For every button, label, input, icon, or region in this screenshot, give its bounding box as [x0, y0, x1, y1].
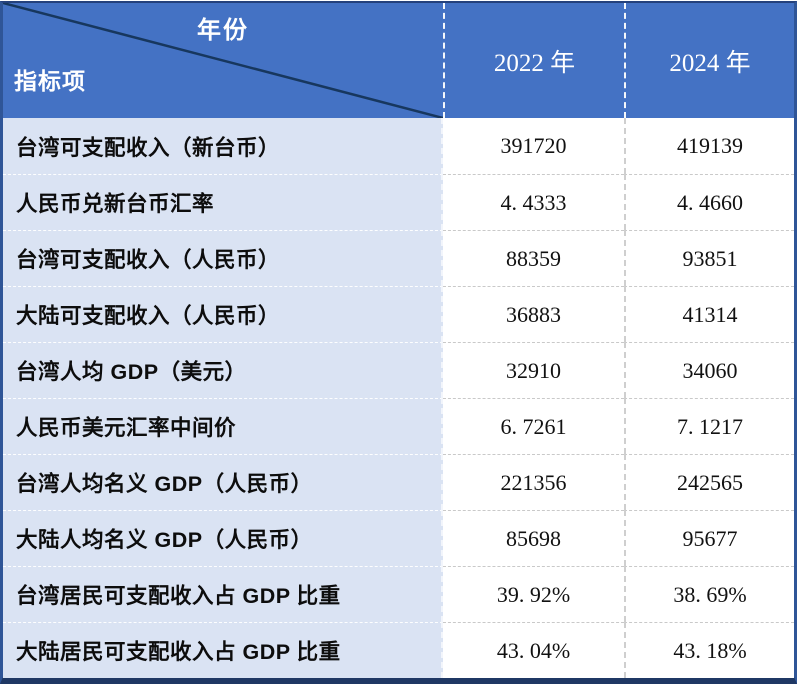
header-column-divider — [443, 3, 445, 118]
table-row: 大陆居民可支配收入占 GDP 比重 43. 04% 43. 18% — [3, 622, 794, 678]
value-cell-2022: 4. 4333 — [443, 174, 624, 230]
diagonal-divider-line — [3, 3, 443, 118]
header-column-divider — [624, 3, 626, 118]
value-cell-2024: 93851 — [624, 230, 794, 286]
value-cell-2022: 39. 92% — [443, 566, 624, 622]
value-cell-2024: 7. 1217 — [624, 398, 794, 454]
table-row: 台湾居民可支配收入占 GDP 比重 39. 92% 38. 69% — [3, 566, 794, 622]
row-label-cell: 大陆居民可支配收入占 GDP 比重 — [3, 622, 443, 678]
value-cell-2024: 43. 18% — [624, 622, 794, 678]
value-cell-2022: 221356 — [443, 454, 624, 510]
table-row: 台湾可支配收入（新台币） 391720 419139 — [3, 118, 794, 174]
value-cell-2022: 391720 — [443, 118, 624, 174]
row-label-cell: 台湾居民可支配收入占 GDP 比重 — [3, 566, 443, 622]
table-row: 人民币美元汇率中间价 6. 7261 7. 1217 — [3, 398, 794, 454]
table-row: 大陆可支配收入（人民币） 36883 41314 — [3, 286, 794, 342]
row-label-cell: 大陆可支配收入（人民币） — [3, 286, 443, 342]
table-header: 年份 指标项 2022 年 2024 年 — [3, 3, 794, 118]
value-cell-2024: 34060 — [624, 342, 794, 398]
row-label-cell: 大陆人均名义 GDP（人民币） — [3, 510, 443, 566]
table-row: 人民币兑新台币汇率 4. 4333 4. 4660 — [3, 174, 794, 230]
corner-year-label: 年份 — [197, 17, 249, 44]
column-header-2022: 2022 年 — [493, 49, 576, 77]
row-label-cell: 人民币兑新台币汇率 — [3, 174, 443, 230]
value-cell-2024: 95677 — [624, 510, 794, 566]
row-label-cell: 台湾可支配收入（新台币） — [3, 118, 443, 174]
value-cell-2022: 43. 04% — [443, 622, 624, 678]
table-row: 台湾人均 GDP（美元） 32910 34060 — [3, 342, 794, 398]
column-header-2024: 2024 年 — [669, 49, 751, 77]
row-label-cell: 台湾可支配收入（人民币） — [3, 230, 443, 286]
table-row: 台湾可支配收入（人民币） 88359 93851 — [3, 230, 794, 286]
table-row: 大陆人均名义 GDP（人民币） 85698 95677 — [3, 510, 794, 566]
row-label-cell: 人民币美元汇率中间价 — [3, 398, 443, 454]
table-body: 台湾可支配收入（新台币） 391720 419139 人民币兑新台币汇率 4. … — [3, 118, 794, 678]
value-cell-2022: 32910 — [443, 342, 624, 398]
row-label-cell: 台湾人均 GDP（美元） — [3, 342, 443, 398]
value-cell-2024: 38. 69% — [624, 566, 794, 622]
row-label-cell: 台湾人均名义 GDP（人民币） — [3, 454, 443, 510]
value-cell-2024: 419139 — [624, 118, 794, 174]
value-cell-2022: 85698 — [443, 510, 624, 566]
value-cell-2024: 41314 — [624, 286, 794, 342]
value-cell-2024: 4. 4660 — [624, 174, 794, 230]
value-cell-2022: 36883 — [443, 286, 624, 342]
value-cell-2022: 6. 7261 — [443, 398, 624, 454]
value-cell-2024: 242565 — [624, 454, 794, 510]
corner-indicator-label: 指标项 — [14, 68, 86, 94]
value-cell-2022: 88359 — [443, 230, 624, 286]
table-row: 台湾人均名义 GDP（人民币） 221356 242565 — [3, 454, 794, 510]
